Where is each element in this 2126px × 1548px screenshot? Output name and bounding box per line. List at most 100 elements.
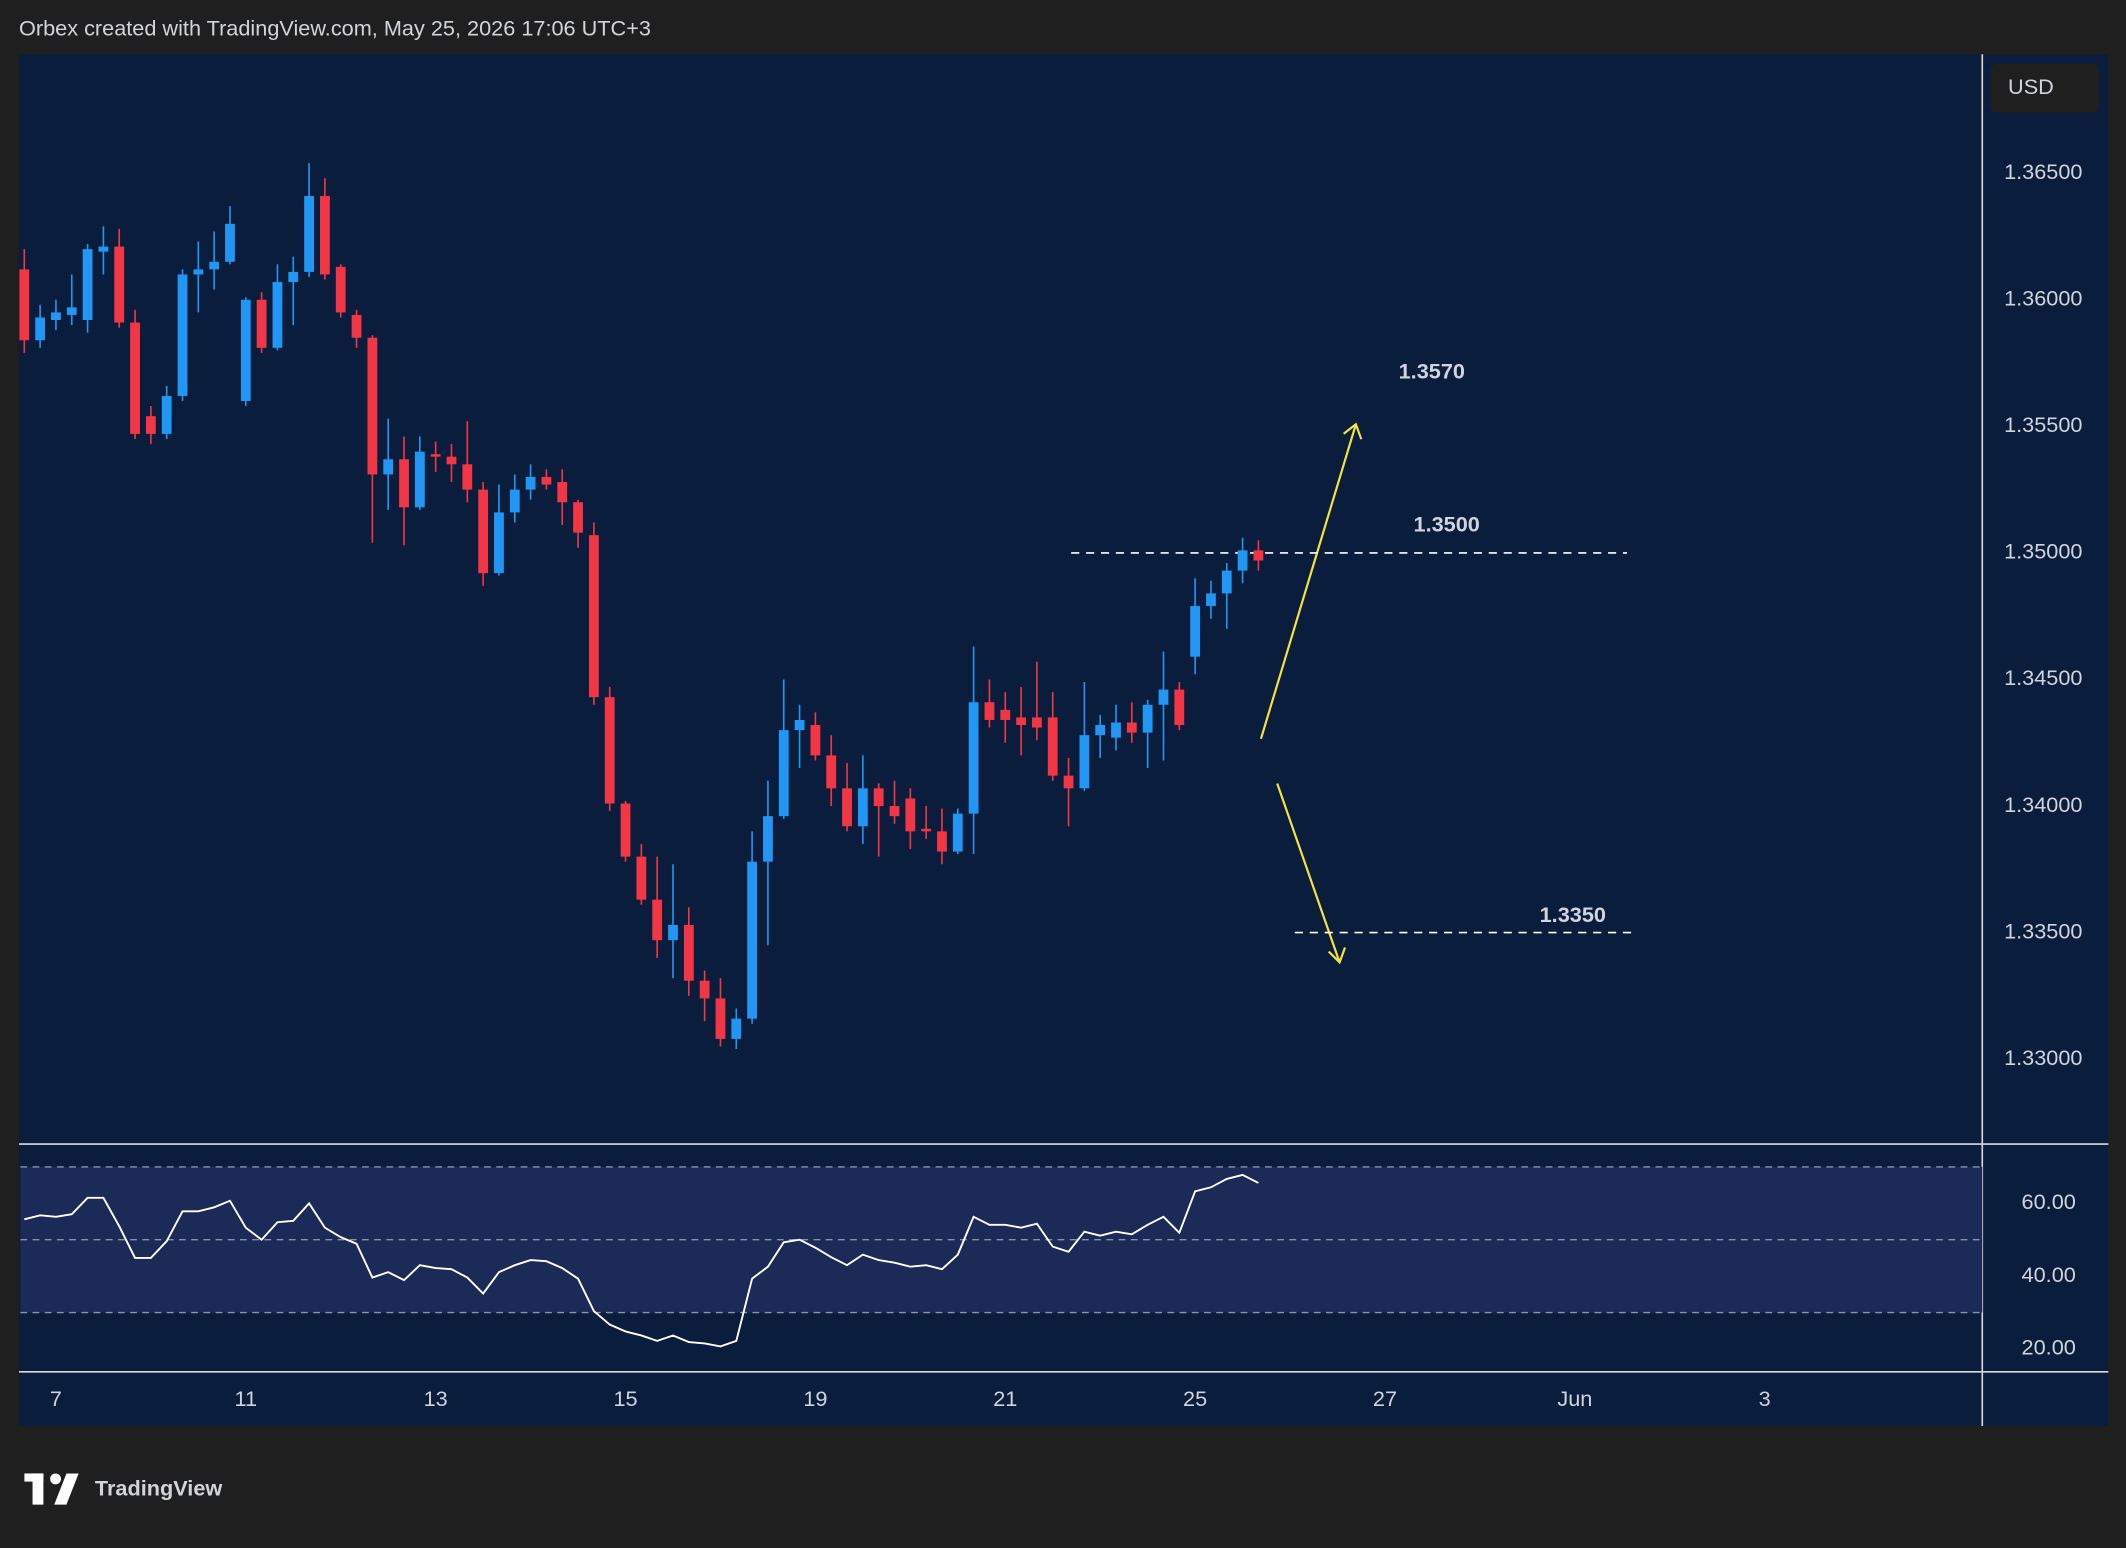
y-tick-label: 1.35500 (2004, 412, 2082, 437)
x-tick-label: 7 (50, 1386, 62, 1411)
candle-body (1158, 689, 1169, 705)
rsi-line (24, 1173, 1259, 1348)
candle-body (921, 828, 932, 832)
candle-body (19, 269, 30, 341)
logo-shape (32, 1473, 44, 1505)
y-tick-label: 1.33500 (2004, 918, 2082, 943)
candle-body (1126, 722, 1137, 733)
candle-body (778, 730, 789, 817)
candle-body (98, 246, 109, 252)
candle-body (1190, 606, 1201, 657)
candle-body (810, 725, 821, 756)
candle-body (1174, 689, 1185, 726)
candle-body (905, 798, 916, 832)
candle-body (367, 337, 378, 475)
candle-body (857, 788, 868, 827)
candle-body (35, 317, 46, 341)
logo-shape (50, 1473, 62, 1485)
candle-body (652, 899, 663, 941)
y-tick-label: 1.34000 (2004, 792, 2082, 817)
level-label: 1.3500 (1414, 512, 1480, 537)
y-tick-label: 1.35000 (2004, 539, 2082, 564)
candle-body (509, 489, 520, 513)
candle-body (161, 395, 172, 434)
candle-body (272, 282, 283, 348)
candle-body (256, 299, 267, 348)
x-tick-label: 13 (424, 1386, 448, 1411)
candle-body (240, 299, 251, 402)
candle-body (873, 788, 884, 807)
candle-body (1063, 775, 1074, 789)
currency-box[interactable] (1990, 63, 2099, 113)
logo (24, 1473, 79, 1505)
candle-body (414, 451, 425, 508)
x-tick-label: Jun (1557, 1386, 1592, 1411)
candle-body (66, 307, 77, 315)
candle-body (82, 249, 93, 321)
header: Orbex created with TradingView.com, May … (19, 16, 651, 41)
logo-shape (54, 1473, 79, 1505)
candle-body (351, 314, 362, 338)
candle-body (794, 719, 805, 731)
candle-body (747, 861, 758, 1019)
candle-body (1237, 550, 1248, 571)
candle-body (430, 454, 441, 457)
candle-body (588, 535, 599, 698)
candle-body (130, 322, 140, 434)
candle-body (399, 459, 409, 508)
candle-body (826, 755, 837, 789)
currency[interactable]: USD (2008, 74, 2054, 99)
rsi-tick-label: 40.00 (2022, 1262, 2076, 1287)
arrow-head (1342, 422, 1363, 440)
y-tick-label: 1.36000 (2004, 285, 2082, 310)
candle-body (209, 261, 220, 270)
candle-body (1016, 717, 1026, 726)
arrow-head (1327, 947, 1347, 965)
candle-body (145, 416, 156, 434)
candle-body (288, 271, 299, 283)
candle-body (968, 702, 979, 814)
candle-body (1047, 717, 1058, 776)
candle-body (683, 925, 694, 981)
x-tick-label: 27 (1373, 1386, 1397, 1411)
candle-body (763, 816, 773, 862)
y-tick-label: 1.34500 (2004, 665, 2082, 690)
x-tick-label: 11 (235, 1386, 258, 1411)
candle-body (620, 803, 631, 857)
candle-body (668, 925, 678, 941)
candle-body (937, 831, 947, 852)
candle-body (699, 980, 710, 999)
candle-body (335, 266, 346, 313)
candle-body (984, 702, 995, 720)
candle-body (952, 813, 963, 852)
candle-body (1079, 735, 1090, 789)
x-tick-label: 15 (613, 1386, 637, 1411)
candle-body (320, 195, 330, 275)
candle-body (1221, 570, 1232, 594)
candle-body (1111, 722, 1121, 738)
x-tick-label: 19 (803, 1386, 827, 1411)
candle-body (1142, 704, 1153, 733)
rsi-tick-label: 20.00 (2022, 1335, 2076, 1360)
candle-body (1095, 725, 1106, 736)
candle-body (715, 998, 726, 1039)
x-tick-label: 25 (1183, 1386, 1207, 1411)
candle-body (525, 476, 536, 490)
candle-body (114, 246, 125, 323)
candle-body (51, 312, 61, 321)
candle-body (731, 1018, 742, 1039)
candle-body (193, 269, 204, 275)
x-tick-label: 3 (1759, 1386, 1771, 1411)
candle-body (889, 806, 900, 817)
y-tick-label: 1.33000 (2004, 1045, 2082, 1070)
candle-body (383, 459, 394, 475)
candle-body (557, 482, 568, 503)
y-tick-label: 1.36500 (2004, 159, 2082, 184)
candle-body (446, 456, 457, 465)
brand: TradingView (95, 1475, 222, 1500)
target-label: 1.3570 (1399, 359, 1465, 384)
candle-body (573, 502, 583, 533)
candle-body (636, 856, 647, 900)
candle-body (842, 788, 852, 827)
